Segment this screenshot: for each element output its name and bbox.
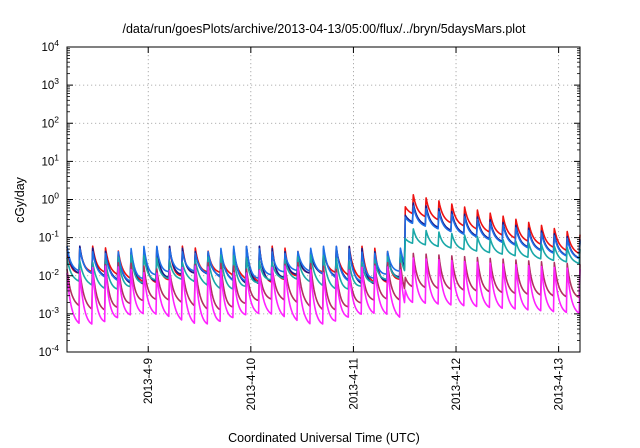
x-tick-label: 2013-4-11	[348, 358, 360, 410]
series-line	[66, 257, 581, 325]
x-tick-label: 2013-4-9	[143, 358, 155, 404]
series-line	[66, 228, 581, 290]
x-axis: 2013-4-9 2013-4-10 2013-4-11 2013-4-12 2013-…	[143, 47, 566, 410]
x-tick-label: 2013-4-13	[554, 358, 566, 410]
y-tick-label: 10-2	[39, 267, 60, 283]
y-axis-label: cGy/day	[13, 176, 27, 223]
series-layer	[66, 194, 581, 325]
y-tick-label: 10-4	[39, 343, 60, 359]
x-axis-label: Coordinated Universal Time (UTC)	[228, 431, 420, 445]
y-tick-label: 101	[41, 152, 59, 168]
x-tick-label: 2013-4-12	[451, 358, 463, 410]
y-tick-label: 10-1	[39, 229, 60, 245]
chart-title: /data/run/goesPlots/archive/2013-04-13/0…	[122, 22, 526, 36]
y-tick-label: 103	[41, 76, 59, 92]
x-tick-label: 2013-4-10	[246, 358, 258, 410]
y-tick-label: 100	[41, 191, 59, 207]
series-line	[66, 252, 581, 311]
series-line	[66, 205, 581, 282]
y-tick-label: 10-3	[39, 305, 60, 321]
y-tick-label: 102	[41, 114, 59, 130]
y-tick-label: 104	[41, 38, 59, 54]
